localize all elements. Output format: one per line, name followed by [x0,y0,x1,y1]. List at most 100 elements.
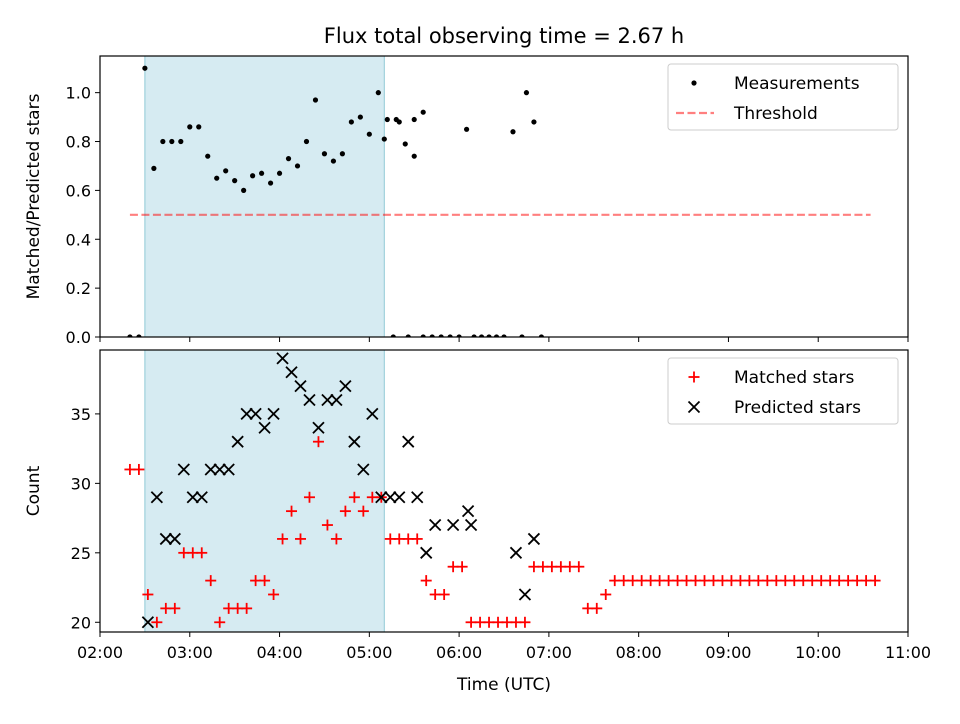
measurement-point [384,116,390,123]
matched-star-point [133,463,145,475]
predicted-star-mark-b [213,463,226,476]
predicted-star-point [231,435,244,448]
predicted-star-point [527,532,541,546]
ratio-observing-span [144,55,385,338]
ratio-panel: 0.0 0.2 0.4 0.6 0.8 1.0 Matched/Predicted star… [24,55,909,347]
predicted-star-point [402,435,415,448]
predicted-star-mark-b [312,421,325,434]
measurement-point [267,180,274,186]
count-x-tick-label: 05:00 [346,643,392,662]
predicted-star-mark-b [177,463,190,476]
predicted-star-mark-b [461,505,475,518]
matched-star-point [196,547,208,559]
predicted-star-point [321,393,334,407]
predicted-star-mark-b [168,532,181,546]
ratio-y-tick-label: 0.2 [66,279,91,298]
matched-star-point [339,505,351,517]
ratio-legend: Measurements Threshold [667,63,899,131]
count-observing-span [144,349,385,633]
predicted-star-point [348,435,361,448]
count-x-tick-label: 03:00 [167,643,213,662]
ratio-plot-area [127,65,871,337]
count-x-tick-label: 02:00 [77,643,123,662]
measurement-point [405,334,411,337]
ratio-legend-box [667,63,899,131]
measurement-point [456,334,462,337]
legend-predicted-swatch-b [687,400,701,414]
predicted-star-mark-b [429,518,442,532]
measurement-point [538,334,545,337]
predicted-star-point [258,421,271,434]
predicted-star-point [357,463,370,476]
predicted-star-point [384,491,397,504]
count-y-tick-label: 30 [71,474,91,493]
measurement-point [447,334,453,337]
chart-title: Flux total observing time = 2.67 h [324,24,684,48]
legend-label: Threshold [733,104,818,124]
count-y-tick-label: 25 [71,544,91,563]
measurement-point [396,119,402,125]
count-x-tick-label: 10:00 [795,643,841,662]
measurement-point [294,163,301,169]
legend-label: Matched stars [734,368,854,388]
predicted-star-point [240,407,253,421]
measurement-point [478,334,485,337]
count-y-axis-label: Count [24,465,44,516]
predicted-star-mark-b [249,407,262,421]
matched-star-point [591,602,603,614]
measurement-point [178,138,184,145]
predicted-star-mark-b [464,518,478,532]
matched-star-point [330,533,342,545]
count-x-tick-label: 09:00 [705,643,751,662]
measurement-point [519,334,525,337]
predicted-star-mark-b [321,393,334,407]
measurement-point [402,141,408,147]
predicted-star-mark-b [509,546,523,559]
x-axis-label: Time (UTC) [456,675,551,695]
measurement-point [348,119,354,125]
predicted-star-mark-b [303,393,316,407]
predicted-star-mark-b [267,407,280,421]
ratio-axes-frame [99,55,909,338]
predicted-star-mark-b [150,491,163,504]
measurement-point [127,334,133,337]
matched-star-point [214,616,226,628]
matched-star-point [456,561,468,573]
ratio-y-tick-label: 0.4 [66,230,91,249]
predicted-star-point [213,463,226,476]
measurement-point [160,138,166,145]
measurement-point [381,136,387,142]
count-y-tick-label: 20 [71,613,91,632]
measurement-point [463,126,470,132]
measurement-point [136,334,142,337]
predicted-star-mark-b [375,491,388,504]
predicted-star-point [204,463,217,476]
measurement-point [420,109,426,115]
predicted-star-point [446,518,460,532]
predicted-star-mark-b [384,491,397,504]
measurement-point [510,129,516,135]
measurement-point [250,173,256,179]
count-x-tick-label: 11:00 [885,643,931,662]
predicted-star-mark-b [527,532,541,546]
predicted-star-mark-b [285,366,298,379]
predicted-star-mark-b [330,393,343,407]
predicted-star-mark-b [420,546,433,559]
measurement-point [303,138,310,145]
ratio-y-tick-label: 0.0 [66,328,91,347]
count-axes-frame [99,349,909,633]
measurement-point [321,151,328,157]
predicted-star-point [339,379,352,393]
predicted-star-mark-b [294,379,307,393]
matched-star-point [519,616,531,628]
measurement-point [411,153,417,159]
measurement-point [390,334,396,337]
matched-star-point [600,588,612,600]
measurement-point [276,170,283,176]
legend-label: Measurements [734,74,860,94]
predicted-star-mark-b [366,407,379,421]
predicted-star-mark-b [141,616,155,629]
measurement-point [187,124,193,130]
measurement-point [259,170,265,176]
count-x-tick-label: 06:00 [436,643,482,662]
